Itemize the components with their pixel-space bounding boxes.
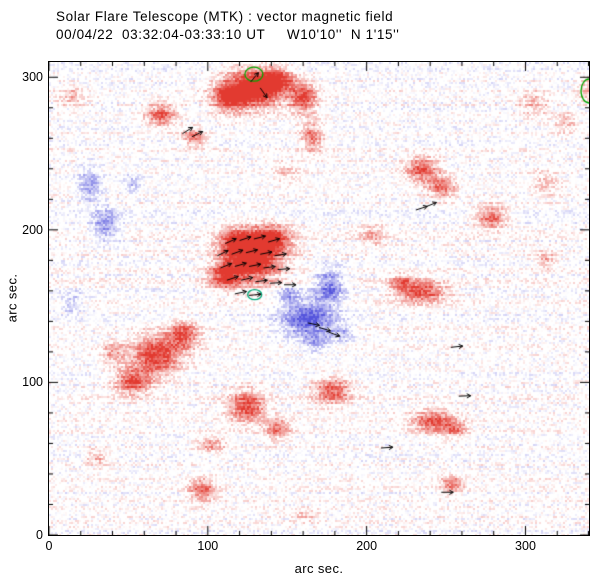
plot-area <box>48 61 590 536</box>
y-tick-label: 200 <box>22 222 43 237</box>
x-axis-label: arc sec. <box>294 561 344 576</box>
chart-subtitle: 00/04/22 03:32:04-03:33:10 UT W10'10'' N… <box>56 27 400 42</box>
x-tick-label: 100 <box>197 539 219 553</box>
y-tick-label: 0 <box>36 528 43 542</box>
x-tick-label: 200 <box>356 539 378 553</box>
magnetogram-canvas <box>49 62 589 535</box>
x-tick-label: 0 <box>45 539 53 553</box>
y-axis-label: arc sec. <box>4 273 20 323</box>
y-tick-label: 300 <box>22 70 43 85</box>
y-tick-label: 100 <box>22 375 43 390</box>
x-tick-label: 300 <box>515 539 536 553</box>
chart-title: Solar Flare Telescope (MTK) : vector mag… <box>56 9 394 24</box>
